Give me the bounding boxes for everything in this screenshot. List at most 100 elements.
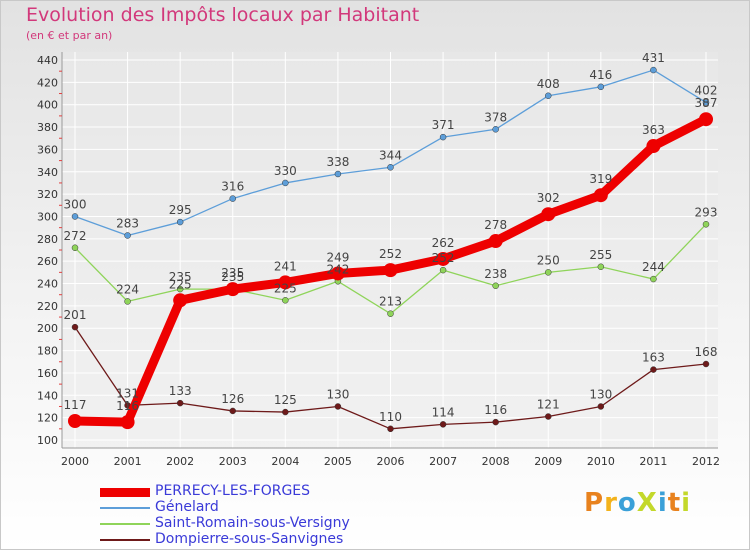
- data-label: 116: [484, 403, 507, 417]
- x-tick-label: 2008: [482, 455, 510, 468]
- data-label: 316: [221, 180, 244, 194]
- x-tick-label: 2002: [166, 455, 194, 468]
- y-tick-label: 100: [37, 434, 58, 447]
- x-tick-label: 2003: [219, 455, 247, 468]
- y-tick-label: 400: [37, 99, 58, 112]
- data-label: 238: [484, 267, 507, 281]
- data-point: [334, 403, 342, 410]
- legend-swatch: [100, 487, 150, 497]
- data-label: 168: [695, 345, 718, 359]
- legend-swatch: [100, 523, 150, 525]
- data-point: [71, 244, 79, 252]
- data-label: 244: [642, 260, 665, 274]
- x-tick-label: 2012: [692, 455, 720, 468]
- data-point: [282, 297, 289, 304]
- data-label: 300: [64, 197, 87, 211]
- y-tick-label: 180: [37, 345, 58, 358]
- data-label: 242: [326, 262, 349, 276]
- data-label: 402: [695, 83, 718, 97]
- data-point: [702, 221, 710, 228]
- data-label: 130: [589, 387, 612, 401]
- y-tick-label: 220: [37, 300, 58, 313]
- data-point: [597, 83, 605, 91]
- data-label: 235: [169, 270, 192, 284]
- data-point: [330, 266, 345, 281]
- y-tick-label: 300: [37, 210, 58, 223]
- data-label: 431: [642, 51, 665, 65]
- data-label: 363: [642, 123, 665, 137]
- data-label: 255: [589, 248, 612, 262]
- y-tick-label: 420: [37, 76, 58, 89]
- data-point: [282, 179, 289, 187]
- data-point: [278, 275, 293, 290]
- data-label: 235: [221, 266, 244, 280]
- data-label: 249: [326, 250, 349, 264]
- data-point: [650, 275, 657, 283]
- legend-label: Saint-Romain-sous-Versigny: [155, 515, 350, 531]
- y-tick-label: 340: [37, 166, 58, 179]
- data-label: 283: [116, 216, 139, 230]
- y-tick-label: 160: [37, 367, 58, 380]
- data-point: [383, 263, 398, 278]
- proxiti-logo: ProXiti: [584, 488, 691, 518]
- legend-label: Dompierre-sous-Sanvignes: [155, 531, 344, 547]
- data-label: 330: [274, 164, 297, 178]
- data-point: [173, 293, 188, 308]
- logo-letter: i: [681, 488, 692, 518]
- data-label: 338: [326, 155, 349, 169]
- x-tick-label: 2005: [324, 455, 352, 468]
- data-label: 225: [169, 277, 192, 291]
- y-tick-label: 240: [37, 278, 58, 291]
- data-label: 126: [221, 392, 244, 406]
- data-point: [545, 92, 552, 100]
- data-point: [176, 218, 184, 226]
- data-label: 272: [64, 229, 87, 243]
- data-label: 201: [64, 308, 87, 322]
- data-point: [650, 366, 657, 373]
- data-label: 116: [116, 399, 139, 413]
- x-tick-label: 2004: [271, 455, 299, 468]
- data-label: 408: [537, 77, 560, 91]
- data-label: 117: [64, 398, 87, 412]
- data-point: [593, 188, 608, 203]
- data-label: 224: [116, 282, 139, 296]
- data-point: [120, 415, 135, 430]
- data-point: [702, 99, 710, 106]
- data-point: [436, 251, 451, 266]
- data-point: [124, 298, 131, 305]
- data-label: 250: [537, 253, 560, 267]
- x-tick-label: 2009: [534, 455, 562, 468]
- logo-letter: i: [657, 488, 668, 518]
- chart-title: Evolution des Impôts locaux par Habitant: [26, 4, 420, 26]
- data-label: 163: [642, 351, 665, 365]
- legend-label: Génelard: [155, 499, 219, 515]
- data-point: [541, 207, 556, 222]
- data-label: 133: [169, 384, 192, 398]
- data-point: [492, 126, 499, 133]
- data-label: 378: [484, 110, 507, 124]
- data-point: [439, 266, 447, 274]
- data-point: [387, 425, 394, 433]
- x-tick-label: 2000: [61, 455, 89, 468]
- y-tick-label: 280: [37, 233, 58, 246]
- data-point: [71, 213, 79, 220]
- y-tick-label: 120: [37, 412, 58, 425]
- data-point: [646, 139, 661, 154]
- data-point: [439, 421, 447, 428]
- data-label: 344: [379, 148, 402, 162]
- x-tick-label: 2010: [587, 455, 615, 468]
- data-point: [597, 403, 605, 410]
- legend-swatch: [100, 539, 150, 541]
- logo-letter: o: [617, 488, 637, 518]
- y-tick-label: 440: [37, 54, 58, 67]
- data-point: [176, 399, 184, 407]
- data-label: 416: [589, 68, 612, 82]
- data-point: [650, 66, 657, 74]
- x-tick-label: 2006: [377, 455, 405, 468]
- data-point: [439, 133, 447, 141]
- data-label: 125: [274, 393, 297, 407]
- data-label: 371: [432, 118, 455, 132]
- data-point: [229, 407, 236, 415]
- data-label: 295: [169, 203, 192, 217]
- data-point: [387, 164, 394, 171]
